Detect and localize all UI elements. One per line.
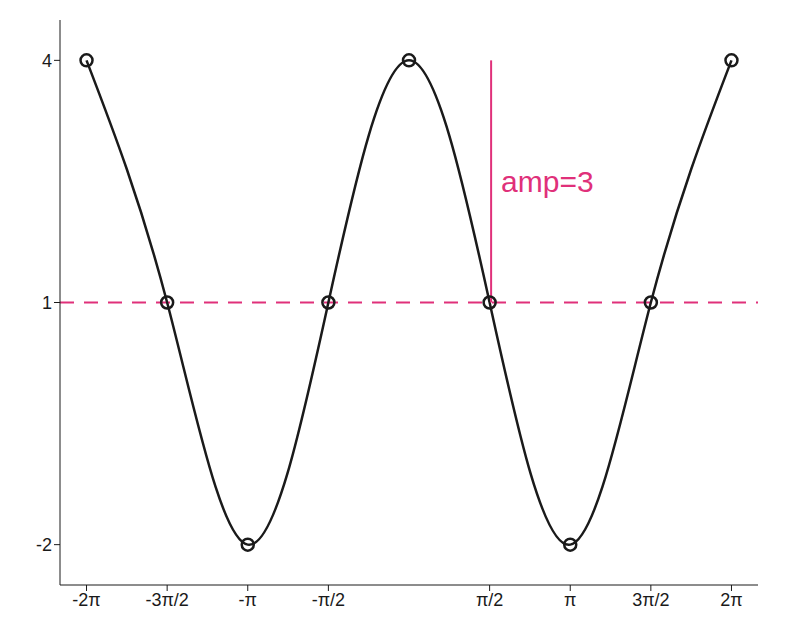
- svg-text:4: 4: [42, 51, 52, 71]
- svg-text:2π: 2π: [720, 590, 742, 610]
- svg-text:π/2: π/2: [476, 590, 503, 610]
- svg-text:-3π/2: -3π/2: [145, 590, 188, 610]
- svg-text:-π/2: -π/2: [312, 590, 345, 610]
- svg-text:-2: -2: [36, 535, 52, 555]
- svg-text:-π: -π: [239, 590, 257, 610]
- svg-text:-2π: -2π: [72, 590, 100, 610]
- svg-text:3π/2: 3π/2: [632, 590, 669, 610]
- svg-text:1: 1: [42, 293, 52, 313]
- svg-text:π: π: [564, 590, 576, 610]
- svg-text:amp=3: amp=3: [501, 165, 594, 198]
